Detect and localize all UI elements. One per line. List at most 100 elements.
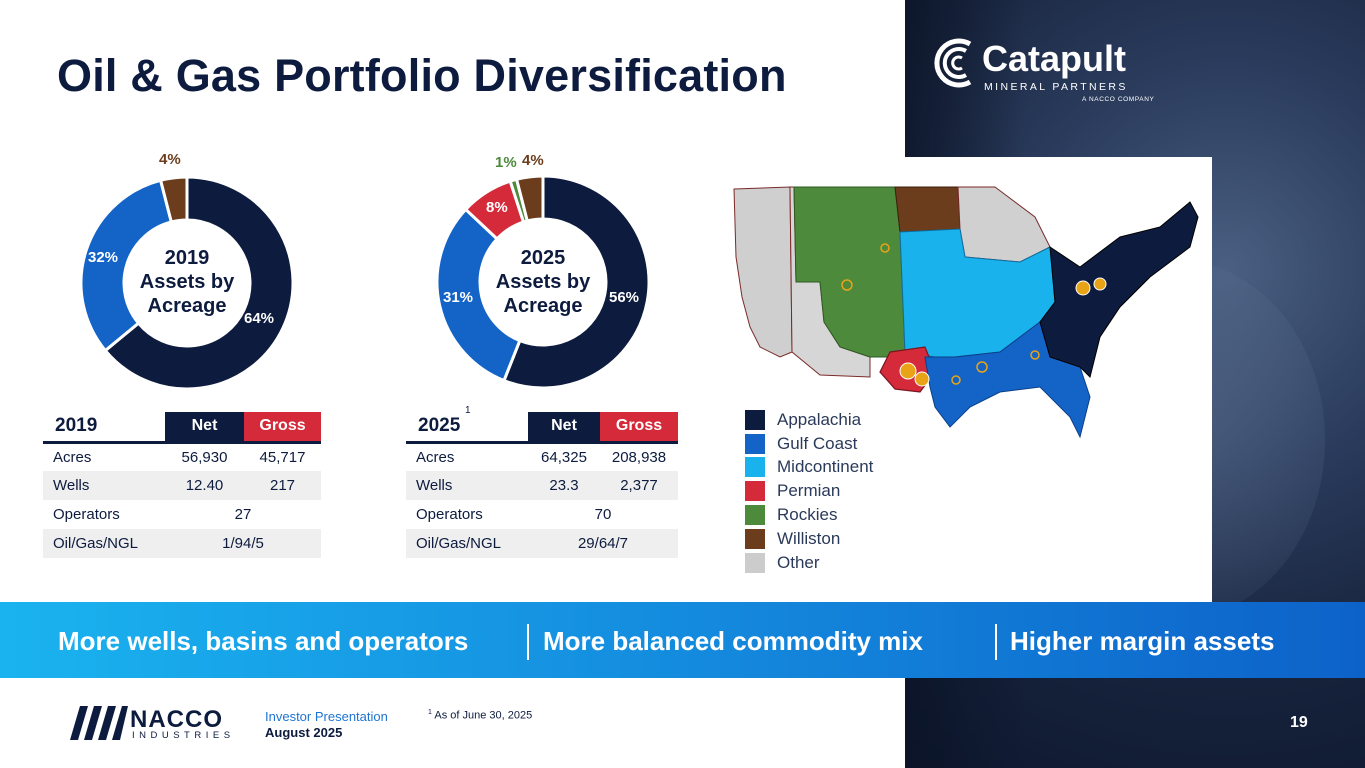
legend-label: Rockies [777, 505, 837, 525]
table-cell-value: 1/94/5 [165, 529, 321, 558]
table-2019-year: 2019 [43, 412, 165, 442]
banner-divider [995, 624, 997, 660]
page-number: 19 [1290, 714, 1308, 732]
map-region-other-west [734, 187, 792, 357]
table-cell-gross: 217 [244, 471, 321, 500]
legend-item-permian: Permian [745, 479, 873, 503]
nacco-mark-icon [70, 706, 128, 740]
table-row: Wells 12.40 217 [43, 471, 321, 500]
table-2025: 2025 Net Gross Acres 64,325 208,938 Well… [406, 412, 678, 558]
donut-2025-label-appalachia: 56% [609, 289, 639, 306]
legend-item-gulf-coast: Gulf Coast [745, 432, 873, 456]
table-row: Operators 70 [406, 500, 678, 529]
table-row: Oil/Gas/NGL 29/64/7 [406, 529, 678, 558]
footer-presentation-label: Investor Presentation [265, 709, 388, 724]
legend-item-other: Other [745, 551, 873, 575]
donut-2025-label-williston: 4% [522, 152, 544, 169]
key-takeaways-banner: More wells, basins and operators More ba… [0, 602, 1365, 678]
legend-swatch [745, 505, 765, 525]
footer-date: August 2025 [265, 725, 342, 740]
donut-2019-label-gulf-coast: 32% [88, 249, 118, 266]
table-cell-value: 29/64/7 [528, 529, 678, 558]
legend-label: Permian [777, 481, 840, 501]
map-marker-icon [915, 372, 929, 386]
table-cell-label: Operators [43, 500, 165, 529]
table-2025-footnote-marker: 1 [465, 405, 471, 416]
donut-2025-label-rockies: 1% [495, 154, 517, 171]
legend-label: Williston [777, 529, 840, 549]
table-2019-net-header: Net [165, 412, 244, 442]
legend-swatch [745, 434, 765, 454]
donut-2025-label-permian: 8% [486, 199, 508, 216]
legend-swatch [745, 481, 765, 501]
map-region-williston [895, 187, 960, 232]
donut-2019-center-line: Acreage [127, 294, 247, 318]
map-marker-icon [1094, 278, 1106, 290]
table-2025-net-header: Net [528, 412, 600, 442]
table-row: Acres 56,930 45,717 [43, 442, 321, 471]
table-cell-label: Wells [406, 471, 528, 500]
table-cell-label: Wells [43, 471, 165, 500]
catapult-subtitle: MINERAL PARTNERS [984, 81, 1128, 93]
table-cell-net: 23.3 [528, 471, 600, 500]
table-2025-year: 2025 [406, 412, 528, 442]
nacco-subtitle: INDUSTRIES [132, 730, 235, 741]
map-region-appalachia [1040, 202, 1198, 377]
donut-2025-center-label: 2025 Assets by Acreage [483, 246, 603, 318]
map-marker-icon [900, 363, 916, 379]
table-cell-net: 56,930 [165, 442, 244, 471]
table-cell-label: Acres [406, 442, 528, 471]
table-row: Oil/Gas/NGL 1/94/5 [43, 529, 321, 558]
legend-swatch [745, 529, 765, 549]
catapult-wordmark: Catapult [982, 38, 1126, 80]
page-title: Oil & Gas Portfolio Diversification [57, 50, 787, 102]
table-cell-label: Operators [406, 500, 528, 529]
banner-text-2: More balanced commodity mix [543, 626, 923, 657]
donut-2025-center-line: Assets by [483, 270, 603, 294]
catapult-tagline: A NACCO COMPANY [1082, 96, 1154, 103]
table-cell-gross: 208,938 [600, 442, 678, 471]
banner-text-3: Higher margin assets [1010, 626, 1274, 657]
nacco-logo: NACCO INDUSTRIES [70, 706, 240, 742]
footnote-text: As of June 30, 2025 [434, 710, 532, 722]
table-row: Wells 23.3 2,377 [406, 471, 678, 500]
catapult-c-icon [932, 32, 982, 94]
legend-label: Midcontinent [777, 457, 873, 477]
table-cell-net: 64,325 [528, 442, 600, 471]
table-cell-gross: 2,377 [600, 471, 678, 500]
donut-2019-center-line: Assets by [127, 270, 247, 294]
legend-label: Appalachia [777, 410, 861, 430]
donut-2019-center-line: 2019 [127, 246, 247, 270]
donut-2025-center-line: 2025 [483, 246, 603, 270]
table-cell-label: Acres [43, 442, 165, 471]
table-row: Operators 27 [43, 500, 321, 529]
map-legend: Appalachia Gulf Coast Midcontinent Permi… [745, 408, 873, 575]
legend-swatch [745, 457, 765, 477]
table-2019-gross-header: Gross [244, 412, 321, 442]
table-2019: 2019 Net Gross Acres 56,930 45,717 Wells… [43, 412, 321, 558]
legend-item-appalachia: Appalachia [745, 408, 873, 432]
legend-item-williston: Williston [745, 527, 873, 551]
table-cell-value: 27 [165, 500, 321, 529]
table-cell-net: 12.40 [165, 471, 244, 500]
table-row: Acres 64,325 208,938 [406, 442, 678, 471]
table-cell-gross: 45,717 [244, 442, 321, 471]
catapult-logo: Catapult MINERAL PARTNERS A NACCO COMPAN… [932, 32, 1172, 108]
donut-2019-label-williston: 4% [159, 151, 181, 168]
table-cell-value: 70 [528, 500, 678, 529]
banner-divider [527, 624, 529, 660]
donut-2025-label-gulf-coast: 31% [443, 289, 473, 306]
footnote: 1 As of June 30, 2025 [428, 709, 532, 722]
banner-text-1: More wells, basins and operators [58, 626, 468, 657]
map-region-other-midwest [958, 187, 1050, 262]
legend-swatch [745, 410, 765, 430]
legend-label: Other [777, 553, 820, 573]
donut-2025-center-line: Acreage [483, 294, 603, 318]
legend-label: Gulf Coast [777, 434, 857, 454]
legend-item-rockies: Rockies [745, 503, 873, 527]
table-2025-gross-header: Gross [600, 412, 678, 442]
legend-item-midcontinent: Midcontinent [745, 456, 873, 480]
donut-2019-label-appalachia: 64% [244, 310, 274, 327]
donut-2019-center-label: 2019 Assets by Acreage [127, 246, 247, 318]
table-cell-label: Oil/Gas/NGL [43, 529, 165, 558]
